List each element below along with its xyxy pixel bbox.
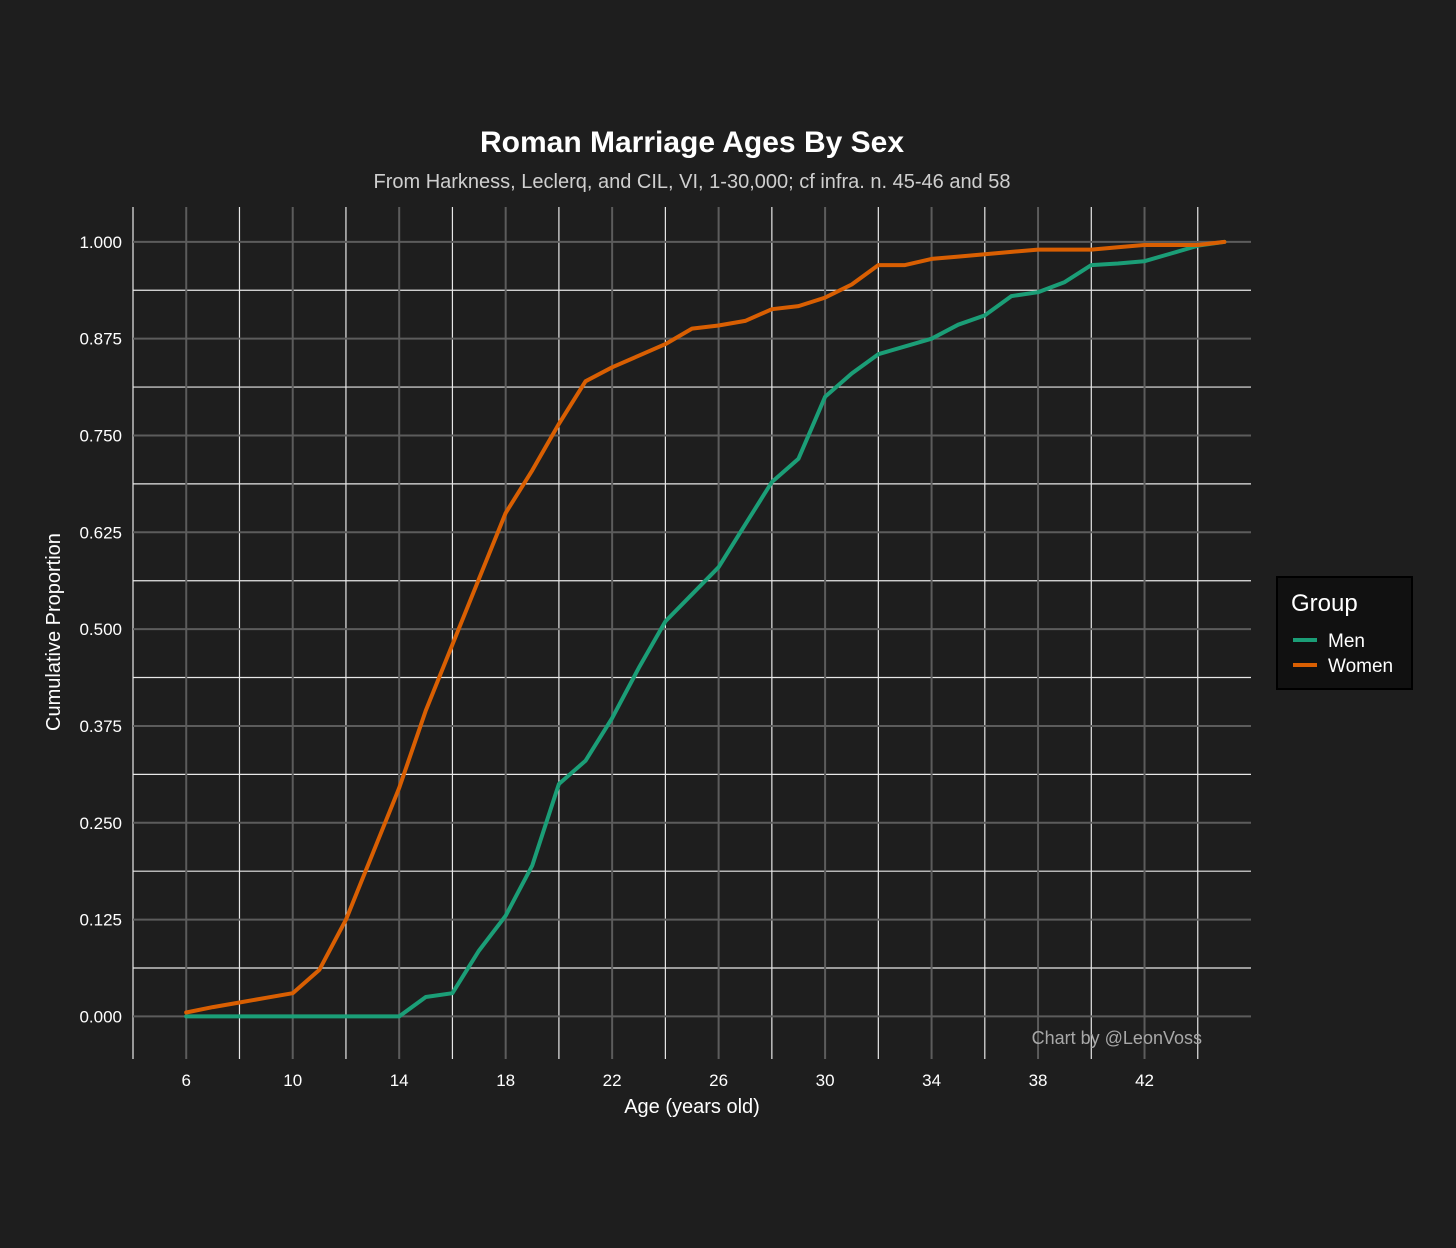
y-tick-label: 0.000 [79, 1007, 122, 1026]
y-tick-label: 0.250 [79, 814, 122, 833]
y-tick-labels: 0.000 0.125 0.250 0.375 0.500 0.625 0.750 0.875… [79, 233, 122, 1027]
legend-label-men: Men [1328, 631, 1365, 652]
x-tick-label: 38 [1029, 1071, 1048, 1090]
x-tick-labels: 6 10 14 18 22 26 30 34 38 42 [182, 1071, 1154, 1090]
legend: Group Men Women [1276, 576, 1413, 690]
chart-title: Roman Marriage Ages By Sex [480, 126, 904, 159]
x-tick-label: 26 [709, 1071, 728, 1090]
x-tick-label: 34 [922, 1071, 941, 1090]
x-tick-label: 10 [283, 1071, 302, 1090]
x-tick-label: 42 [1135, 1071, 1154, 1090]
legend-box [1276, 576, 1413, 690]
y-tick-label: 0.500 [79, 620, 122, 639]
y-tick-label: 1.000 [79, 233, 122, 252]
y-axis-label: Cumulative Proportion [43, 533, 65, 731]
x-tick-label: 30 [816, 1071, 835, 1090]
x-tick-label: 18 [496, 1071, 515, 1090]
y-tick-label: 0.125 [79, 911, 122, 930]
x-axis-label: Age (years old) [624, 1096, 760, 1118]
y-tick-label: 0.375 [79, 717, 122, 736]
x-tick-label: 22 [603, 1071, 622, 1090]
series-layer [184, 239, 1227, 1019]
chart-caption: Chart by @LeonVoss [1032, 1028, 1202, 1048]
y-tick-label: 0.875 [79, 330, 122, 349]
series-line-men [184, 239, 1227, 1019]
chart-subtitle: From Harkness, Leclerq, and CIL, VI, 1-3… [373, 171, 1010, 193]
y-tick-label: 0.625 [79, 523, 122, 542]
grid-minor-lines [132, 207, 1251, 1059]
legend-label-women: Women [1328, 656, 1393, 677]
series-line-women [184, 239, 1227, 1015]
y-tick-label: 0.750 [79, 426, 122, 445]
legend-title: Group [1291, 590, 1358, 617]
x-tick-label: 14 [390, 1071, 409, 1090]
grid-major-lines [133, 207, 1251, 1059]
x-tick-label: 6 [182, 1071, 191, 1090]
